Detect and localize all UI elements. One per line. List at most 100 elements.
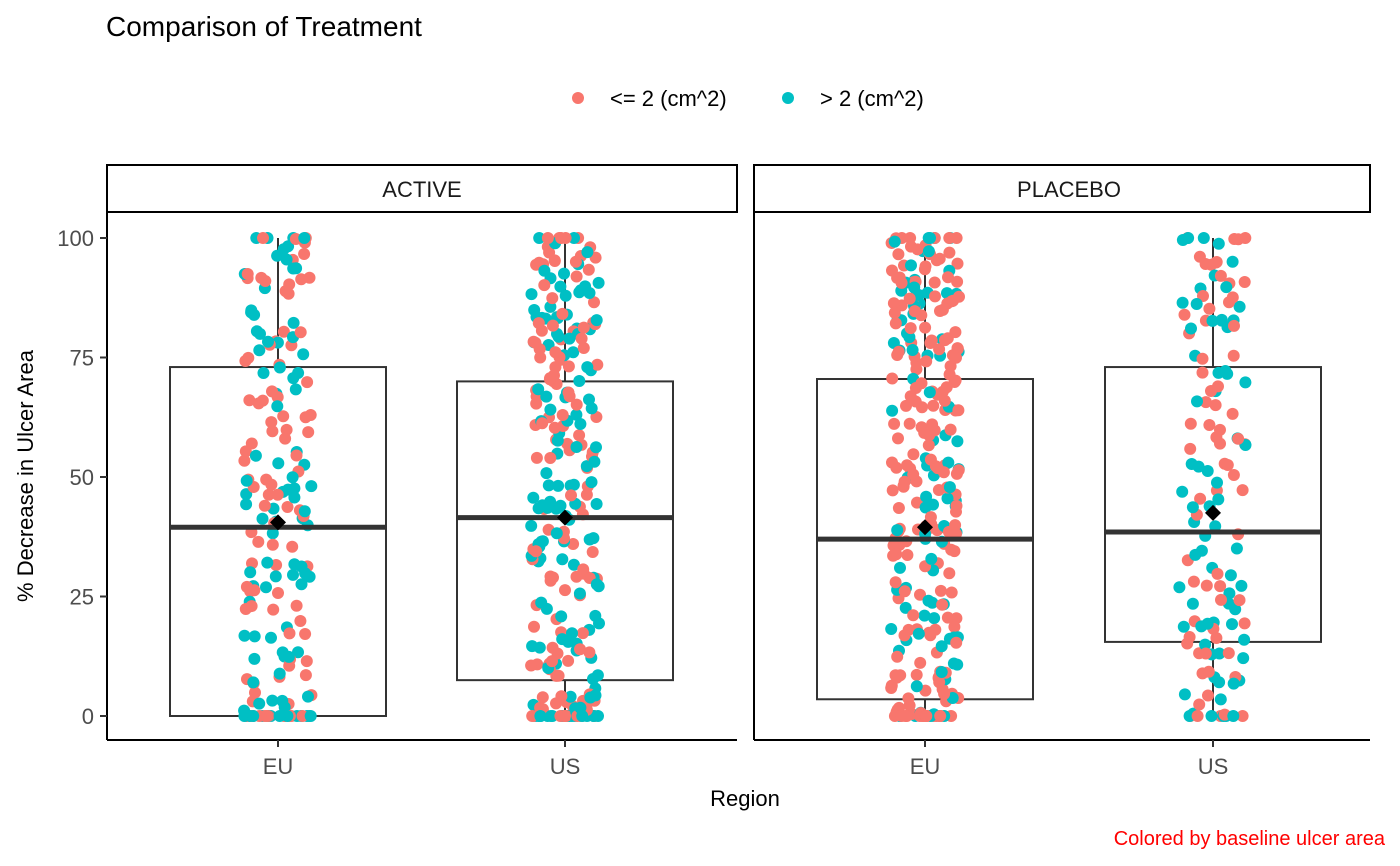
data-point xyxy=(272,457,285,470)
data-point xyxy=(922,594,935,607)
data-point xyxy=(564,479,577,492)
data-point xyxy=(242,351,255,364)
data-point xyxy=(1202,665,1215,678)
y-tick-label: 25 xyxy=(70,585,94,610)
data-point xyxy=(1227,349,1240,362)
data-point xyxy=(577,342,590,354)
data-point xyxy=(544,495,557,508)
data-point xyxy=(908,305,921,318)
y-tick-label: 100 xyxy=(57,226,94,251)
data-point xyxy=(249,449,262,462)
data-point xyxy=(248,630,261,643)
data-point xyxy=(952,464,965,477)
data-point xyxy=(1205,710,1218,722)
legend-label-large-area: > 2 (cm^2) xyxy=(820,86,924,111)
data-point xyxy=(892,248,905,261)
data-point xyxy=(555,610,568,623)
data-point xyxy=(951,275,964,288)
data-point xyxy=(295,560,308,573)
mean-marker xyxy=(557,509,573,526)
data-point xyxy=(282,650,295,663)
data-point xyxy=(926,418,939,431)
data-point xyxy=(558,267,570,280)
data-point xyxy=(540,390,553,403)
data-point xyxy=(587,532,600,545)
data-point xyxy=(941,492,954,505)
data-point xyxy=(918,609,931,622)
data-point xyxy=(937,466,950,479)
data-point xyxy=(1173,581,1186,594)
data-point xyxy=(1214,580,1227,593)
data-point xyxy=(559,584,571,597)
box-active-eu xyxy=(169,232,387,722)
data-point xyxy=(583,287,596,299)
data-point xyxy=(1214,423,1226,436)
data-point xyxy=(933,252,946,265)
data-point xyxy=(1211,476,1223,489)
data-point xyxy=(304,710,317,722)
data-point xyxy=(1215,313,1228,326)
data-point xyxy=(255,271,268,284)
data-point xyxy=(569,255,582,268)
data-point xyxy=(592,710,604,722)
x-tick-label: EU xyxy=(910,754,941,779)
data-point xyxy=(943,481,956,494)
data-point xyxy=(891,524,904,537)
data-point xyxy=(1195,620,1208,633)
data-point xyxy=(246,557,258,570)
data-point xyxy=(920,355,933,368)
facet-strip-placebo: PLACEBO xyxy=(753,164,1371,213)
data-point xyxy=(245,304,258,317)
data-point xyxy=(574,643,586,656)
data-point xyxy=(890,461,903,474)
data-point xyxy=(1222,647,1235,660)
data-point xyxy=(559,232,572,244)
data-point xyxy=(238,629,251,642)
data-point xyxy=(281,501,294,513)
data-point xyxy=(570,570,583,583)
data-point xyxy=(920,490,933,503)
data-point xyxy=(886,484,899,497)
data-point xyxy=(951,257,964,270)
data-point xyxy=(1233,594,1246,607)
data-point xyxy=(935,640,948,653)
data-point xyxy=(1195,544,1208,557)
data-point xyxy=(1186,501,1199,514)
data-point xyxy=(885,623,898,635)
data-point xyxy=(892,432,904,445)
y-tick-label: 0 xyxy=(82,704,94,729)
data-point xyxy=(932,484,945,496)
data-point xyxy=(538,264,551,277)
data-point xyxy=(566,627,578,640)
data-point xyxy=(542,479,555,492)
data-point xyxy=(552,669,565,682)
data-point xyxy=(273,710,286,722)
points xyxy=(525,232,605,722)
data-point xyxy=(258,499,271,512)
data-point xyxy=(1178,688,1191,701)
data-point xyxy=(938,687,951,700)
data-point xyxy=(562,386,575,399)
data-point xyxy=(261,710,274,722)
data-point xyxy=(1227,469,1240,481)
data-point xyxy=(1199,396,1212,409)
data-point xyxy=(590,441,602,454)
data-point xyxy=(243,394,256,407)
data-point xyxy=(1197,232,1210,244)
data-point xyxy=(951,342,964,355)
data-point xyxy=(247,710,260,722)
data-point xyxy=(1184,417,1197,430)
facet-strip-placebo-label: PLACEBO xyxy=(1017,177,1121,202)
data-point xyxy=(586,546,599,558)
data-point xyxy=(287,568,299,581)
data-point xyxy=(903,292,916,305)
data-point xyxy=(1237,652,1250,665)
data-point xyxy=(1227,710,1240,722)
data-point xyxy=(240,488,253,501)
data-point xyxy=(588,455,601,468)
data-point xyxy=(941,611,954,624)
x-tick-label: US xyxy=(1198,754,1229,779)
data-point xyxy=(907,609,920,622)
data-point xyxy=(549,346,562,359)
data-point xyxy=(262,335,274,348)
